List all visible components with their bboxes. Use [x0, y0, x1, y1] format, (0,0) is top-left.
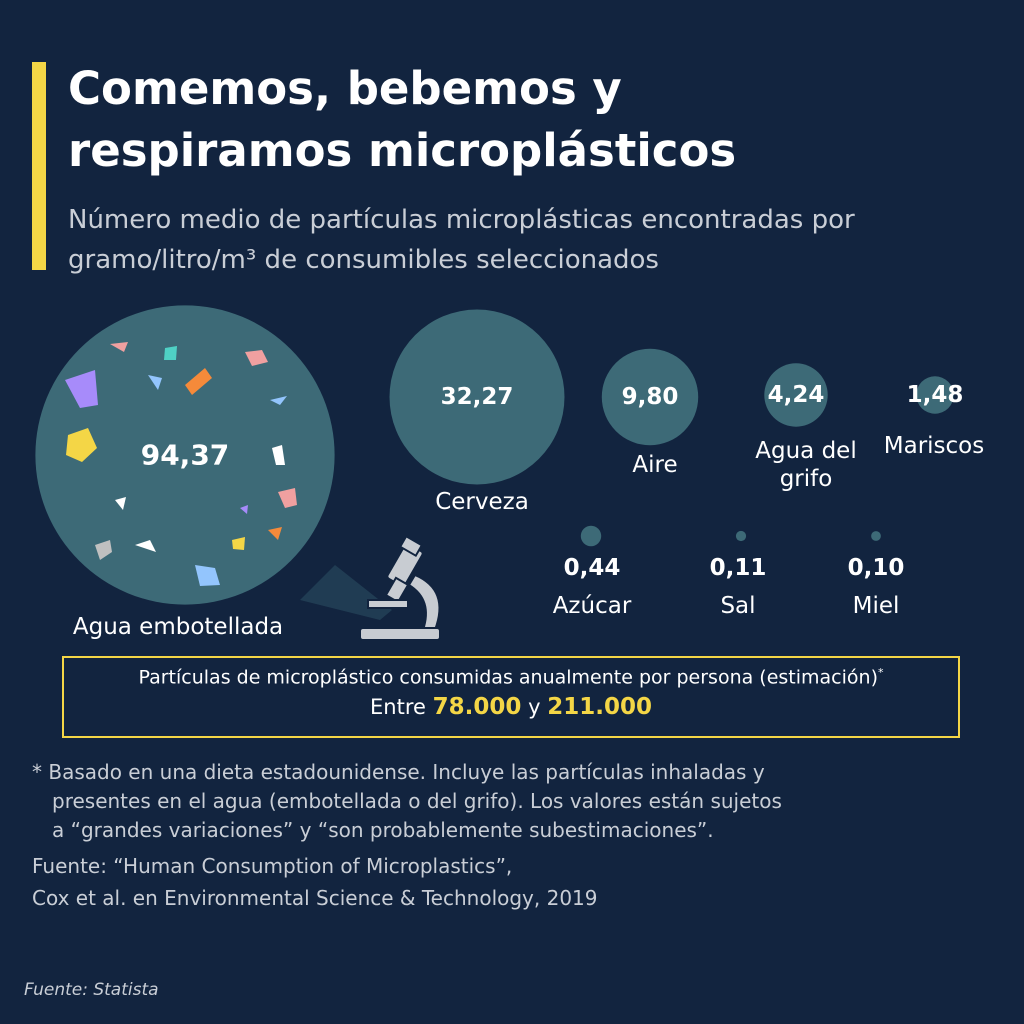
value-label: 1,48 — [906, 382, 964, 408]
bubble — [735, 530, 747, 542]
light-beam — [300, 565, 392, 620]
category-label: Aire — [632, 452, 678, 478]
value-label: 0,10 — [847, 555, 905, 581]
title: Comemos, bebemos y respiramos microplást… — [68, 62, 737, 177]
callout-prefix: Entre — [370, 695, 426, 720]
value-label: 0,11 — [709, 555, 767, 581]
bubble — [764, 363, 828, 427]
bubble — [389, 309, 565, 485]
footnote-line: presentes en el agua (embotellada o del … — [52, 789, 782, 813]
category-label: Cerveza — [435, 489, 529, 515]
source: Fuente: “Human Consumption of Microplast… — [32, 850, 598, 914]
accent-bar — [32, 62, 46, 270]
credit: Fuente: Statista — [24, 980, 159, 1000]
footnote: * Basado en una dieta estadounidense. In… — [32, 758, 782, 845]
bubbles — [35, 305, 954, 605]
value-label: 0,44 — [563, 555, 621, 581]
callout-mark: * — [877, 666, 884, 679]
category-label: Agua del grifo — [755, 438, 857, 492]
callout-joiner: y — [528, 695, 541, 720]
microscope-icon — [359, 534, 441, 641]
bubble — [871, 531, 881, 541]
callout-low: 78.000 — [432, 694, 522, 721]
callout-box: Partículas de microplástico consumidas a… — [62, 656, 960, 738]
callout-text: Partículas de microplástico consumidas a… — [138, 666, 878, 689]
bubble — [601, 348, 699, 446]
confetti — [65, 342, 297, 586]
value-label: 9,80 — [621, 384, 679, 410]
value-label: 4,24 — [767, 382, 825, 408]
category-label: Azúcar — [552, 593, 632, 619]
value-label: 32,27 — [440, 384, 514, 410]
callout-high: 211.000 — [547, 694, 652, 721]
category-label: Sal — [720, 593, 756, 619]
bubble — [580, 525, 602, 547]
bubble — [916, 376, 954, 414]
source-line: Fuente: “Human Consumption of Microplast… — [32, 854, 513, 878]
source-line: Cox et al. en Environmental Science & Te… — [32, 886, 598, 910]
subtitle: Número medio de partículas microplástica… — [68, 205, 855, 275]
value-label: 94,37 — [140, 438, 230, 472]
footnote-line: * Basado en una dieta estadounidense. In… — [32, 760, 765, 784]
footnote-line: a “grandes variaciones” y “son probablem… — [52, 818, 714, 842]
category-label: Miel — [852, 593, 900, 619]
category-label: Agua embotellada — [72, 614, 284, 640]
bubble — [35, 305, 335, 605]
category-label: Mariscos — [883, 433, 985, 459]
